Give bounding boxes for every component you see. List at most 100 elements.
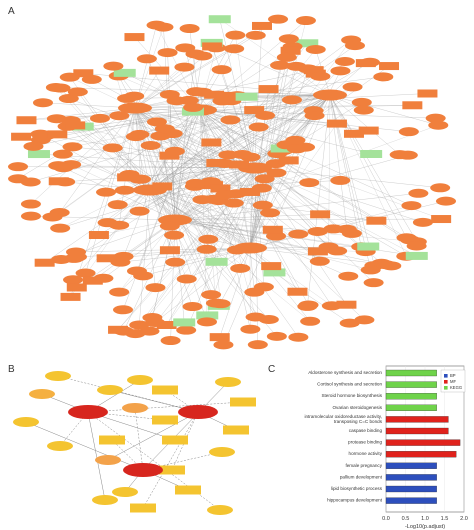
network-a-node: [109, 111, 130, 121]
network-a-node: [59, 72, 80, 82]
network-b-node: [92, 495, 118, 505]
network-a-node: [58, 94, 79, 104]
network-a-edge: [329, 94, 400, 155]
network-b-node: [152, 415, 178, 425]
network-a-hub-node: [313, 89, 347, 101]
network-a-rect-node: [261, 262, 282, 271]
network-a-edge: [254, 167, 423, 223]
network-a-green-node: [113, 68, 136, 77]
network-b-node: [29, 389, 55, 399]
network-a-node: [103, 61, 124, 71]
network-a-node: [309, 256, 330, 266]
network-a-node: [304, 111, 325, 121]
network-a-edge: [149, 189, 273, 230]
network-a-node: [97, 218, 118, 228]
network-a-edge: [329, 94, 348, 230]
network-a-node: [198, 234, 219, 244]
network-a-node: [220, 115, 241, 125]
network-b-edge: [134, 407, 144, 471]
network-a-node: [93, 273, 114, 283]
network-a-rect-node: [73, 69, 94, 78]
network-a-node: [20, 211, 41, 221]
network-a-node: [145, 283, 166, 293]
network-a-node: [113, 305, 134, 315]
network-b-node: [112, 487, 138, 497]
network-a-node: [363, 278, 384, 288]
network-a-node: [176, 325, 197, 335]
network-a-node: [281, 95, 302, 105]
network-a-rect-node: [262, 225, 283, 234]
network-a-edge: [107, 189, 151, 223]
bar: [385, 416, 449, 423]
network-a-edge: [329, 94, 355, 134]
network-a-green-node: [360, 149, 383, 158]
network-a-node: [192, 87, 213, 97]
network-a-node: [232, 149, 253, 159]
network-b-node: [99, 435, 125, 445]
network-a-edge: [59, 107, 136, 213]
network-a-node: [406, 241, 427, 251]
network-b-hub-node: [178, 405, 218, 419]
bar-chart-panel-c: Aldosterone synthesis and secretion Corti…: [304, 365, 468, 530]
network-a-edge: [70, 109, 201, 297]
network-a-edge: [163, 27, 176, 221]
network-a-node: [401, 201, 422, 211]
network-a-node: [353, 105, 374, 115]
network-a-rect-node: [258, 85, 279, 94]
network-a-node: [230, 263, 251, 273]
network-b-edge: [107, 411, 199, 461]
network-a-node: [113, 251, 134, 261]
network-a-edge: [154, 247, 251, 323]
network-a-edge: [249, 247, 366, 252]
network-a-node: [245, 30, 266, 40]
network-a-edge: [329, 94, 417, 242]
category-label: lipid biosynthetic process: [331, 486, 383, 491]
network-a-edge: [99, 118, 251, 249]
network-a-edge: [134, 93, 428, 109]
network-a-node: [129, 320, 150, 330]
network-a-node: [334, 57, 355, 67]
network-b-node: [95, 455, 121, 465]
category-label: caspase binding: [349, 428, 383, 433]
network-a-node: [412, 217, 433, 227]
network-a-edge: [249, 247, 255, 293]
network-b-node: [45, 371, 71, 381]
network-a-node: [23, 141, 44, 151]
network-a-rect-node: [240, 187, 261, 196]
panel-b-letter: B: [8, 364, 15, 375]
network-a-edge: [149, 100, 223, 191]
x-tick-label: 1.5: [441, 516, 449, 522]
network-a-node: [201, 290, 222, 300]
network-a-rect-node: [251, 21, 272, 30]
network-b-node: [230, 397, 256, 407]
network-a-node: [286, 61, 307, 71]
network-a-edge: [189, 28, 201, 111]
network-a-node: [182, 302, 203, 312]
network-a-node: [63, 275, 84, 285]
network-a-node: [225, 30, 246, 40]
network-a-node: [321, 301, 342, 311]
network-a-rect-node: [117, 173, 138, 182]
network-a-node: [107, 200, 128, 210]
network-a-node: [297, 301, 318, 311]
network-a-edge: [223, 94, 331, 345]
network-a-node: [154, 124, 175, 134]
network-a-node: [176, 274, 197, 284]
network-a-green-node: [405, 251, 428, 260]
network-a-edge: [169, 109, 201, 227]
network-a-edge: [174, 109, 201, 152]
network-a-node: [20, 199, 41, 209]
network-a-rect-node: [65, 121, 86, 130]
network-a-edge: [134, 107, 221, 304]
network-a-rect-node: [209, 333, 230, 342]
network-a-node: [30, 129, 51, 139]
network-a-node: [160, 336, 181, 346]
network-a-node: [330, 175, 351, 185]
network-b-node: [162, 435, 188, 445]
network-a-node: [32, 98, 53, 108]
network-a-node: [351, 97, 372, 107]
network-a-node: [42, 212, 63, 222]
network-a-node: [295, 16, 316, 26]
network-a-edge: [199, 109, 243, 155]
network-a-node: [129, 206, 150, 216]
